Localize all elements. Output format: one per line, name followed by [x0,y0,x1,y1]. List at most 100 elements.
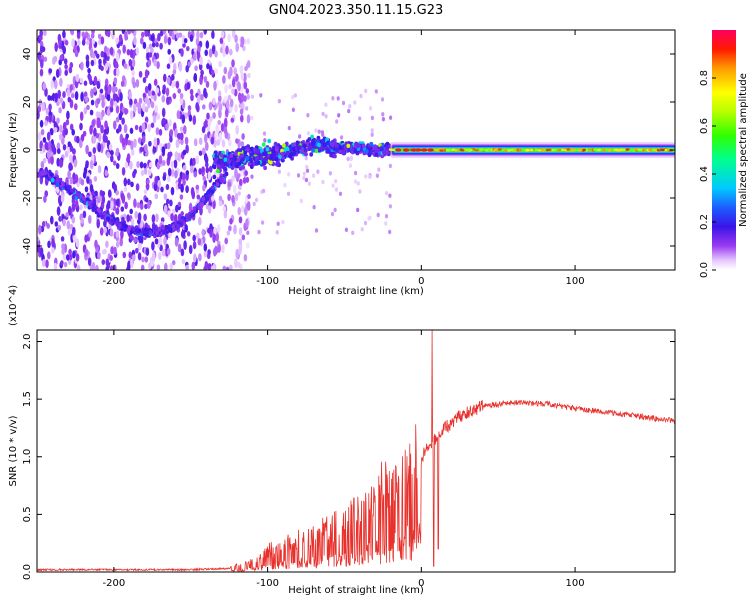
noise-mark [122,251,127,259]
noise-mark [109,265,114,270]
flat-band-peak [410,148,417,152]
rising-band-mark [380,153,385,159]
noise-mark [206,63,210,70]
noise-mark [217,243,221,253]
noise-mark [198,216,202,226]
noise-mark [50,155,54,165]
noise-mark [50,215,54,225]
noise-mark [331,183,335,188]
noise-mark [135,47,140,56]
noise-mark [218,102,223,112]
noise-mark [39,247,44,257]
noise-mark [324,114,328,119]
noise-mark [47,251,51,260]
noise-mark [59,77,63,87]
flat-band-mark [545,148,550,152]
noise-mark [247,72,251,79]
noise-mark [114,61,119,69]
noise-mark [291,94,295,100]
rising-band-mark [268,160,273,165]
noise-mark [149,162,153,168]
flat-band-mark [525,149,530,152]
noise-mark [293,93,297,98]
noise-mark [155,41,159,48]
noise-mark [86,39,90,46]
noise-mark [106,93,111,102]
noise-mark [381,112,385,117]
noise-mark [84,31,89,39]
flat-band-mark [521,148,526,152]
noise-mark [82,171,87,179]
noise-mark [122,44,126,54]
rising-band-mark [361,143,366,148]
noise-mark [42,82,47,91]
noise-mark [212,112,216,119]
rising-band-mark [212,174,217,180]
arc-track-mark [143,231,147,237]
noise-mark [59,54,64,61]
noise-mark [223,126,228,135]
noise-mark [231,175,235,182]
noise-mark [44,120,48,127]
noise-mark [170,168,175,177]
noise-mark [129,208,133,215]
noise-mark [238,227,243,236]
rising-band-mark [233,156,238,162]
noise-mark [77,39,81,46]
noise-mark [388,229,392,235]
noise-mark [163,204,168,214]
noise-mark [160,186,164,193]
noise-mark [147,123,151,133]
noise-mark [107,85,111,95]
noise-mark [235,125,239,135]
noise-mark [143,189,148,195]
noise-mark [88,151,92,158]
noise-mark [53,126,58,133]
rising-band-mark [263,156,268,162]
noise-mark [348,104,352,109]
noise-mark [69,154,73,162]
noise-mark [198,63,203,71]
noise-mark [39,140,43,151]
noise-mark [222,205,226,212]
noise-mark [39,68,44,77]
noise-mark [66,220,71,230]
rising-band-mark [252,147,257,152]
noise-mark [277,99,281,104]
noise-mark [206,112,210,120]
rising-band-mark [220,163,225,169]
noise-mark [226,230,231,236]
noise-mark [53,121,58,129]
noise-mark [364,88,368,94]
noise-mark [229,98,234,108]
noise-mark [45,259,49,269]
noise-mark [107,189,112,198]
noise-mark [262,188,266,194]
noise-mark [161,249,166,257]
arc-track-mark [205,196,210,201]
noise-mark [192,241,197,250]
noise-mark [244,66,248,72]
noise-mark [62,30,66,39]
noise-mark [296,173,301,178]
noise-mark [224,84,228,94]
noise-mark [131,69,135,77]
noise-mark [65,119,70,126]
noise-mark [109,47,114,54]
noise-mark [106,151,111,159]
noise-mark [177,243,182,253]
noise-mark [56,117,60,124]
noise-mark [147,58,152,67]
noise-mark [150,122,155,128]
noise-mark [145,247,150,257]
noise-mark [69,176,74,185]
noise-mark [304,177,308,183]
noise-mark [92,52,96,59]
noise-mark [328,171,332,176]
noise-mark [163,73,167,83]
noise-mark [64,39,69,46]
noise-mark [126,48,131,56]
noise-mark [66,254,70,261]
flat-band-mark [537,149,542,152]
noise-mark [229,48,233,56]
